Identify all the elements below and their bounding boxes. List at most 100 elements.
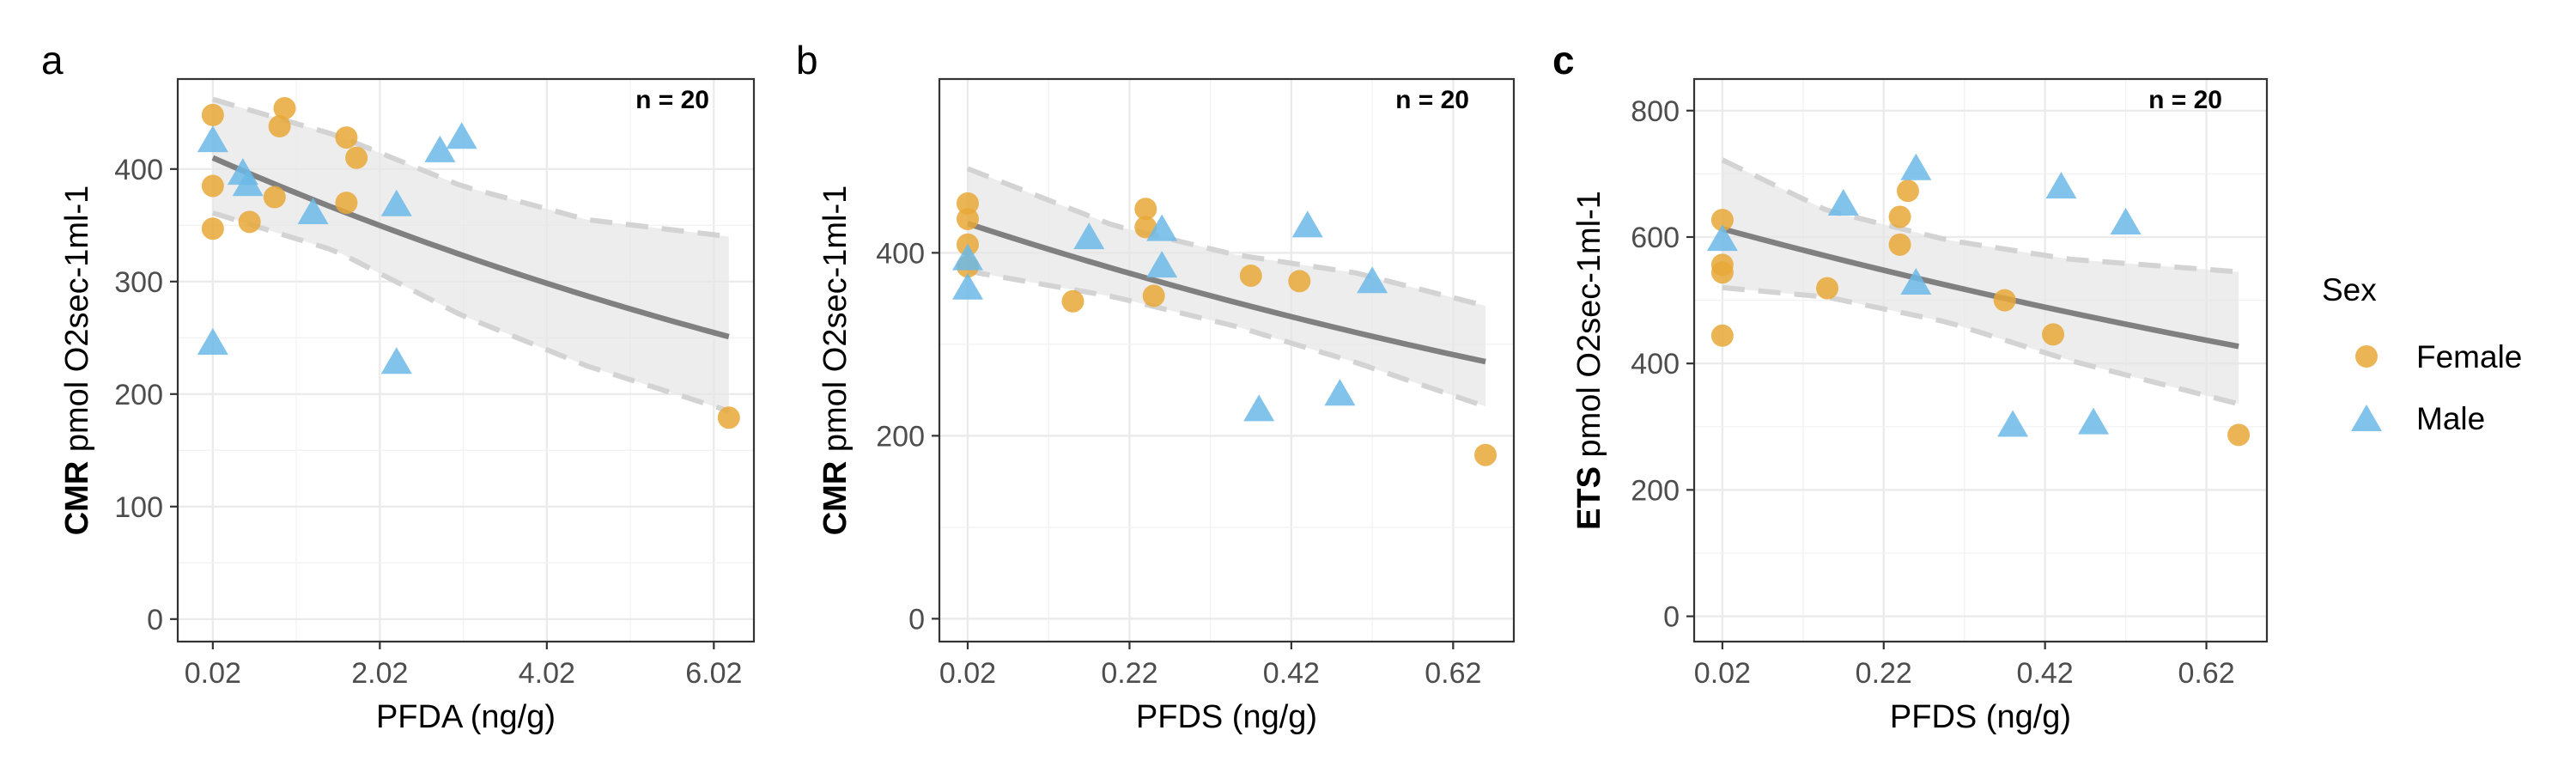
point-male <box>197 327 228 355</box>
point-female <box>1061 289 1084 313</box>
series-male <box>197 122 477 374</box>
series-female <box>1710 180 2251 447</box>
y-axis-title-rest: pmol O2sec-1ml-1 <box>817 186 854 461</box>
series-male <box>951 210 1388 422</box>
y-tick-label: 400 <box>114 154 163 186</box>
point-female <box>2042 323 2065 346</box>
point-male <box>1900 267 1932 295</box>
point-male <box>951 272 983 300</box>
y-tick-label: 200 <box>114 379 163 411</box>
point-male <box>1706 224 1738 252</box>
x-tick-label: 6.02 <box>685 657 742 690</box>
fit-line <box>211 155 730 340</box>
point-male <box>380 189 412 216</box>
sample-size-annotation: n = 20 <box>635 86 709 114</box>
y-tick-label: 0 <box>908 603 925 636</box>
y-axis-title: CMR pmol O2sec-1ml-1 <box>59 186 95 536</box>
confidence-band <box>1722 160 2239 405</box>
point-female <box>956 207 979 230</box>
point-male <box>1291 210 1323 238</box>
y-axis-title-rest: pmol O2sec-1ml-1 <box>59 186 95 461</box>
y-tick-label: 200 <box>1631 474 1680 507</box>
point-male <box>446 122 477 149</box>
point-female <box>1816 277 1839 300</box>
point-male <box>424 135 456 162</box>
y-axis-title-bold: ETS <box>1571 466 1607 530</box>
y-axis-title: CMR pmol O2sec-1ml-1 <box>817 186 854 536</box>
point-female <box>1993 289 2016 312</box>
legend: Sex Female Male <box>2322 272 2522 436</box>
x-axis-title: PFDS (ng/g) <box>1136 699 1317 735</box>
point-female <box>201 217 224 240</box>
panel-letter: a <box>41 38 64 82</box>
point-male <box>1900 153 1932 180</box>
point-female <box>1134 198 1157 221</box>
panel-border <box>176 77 756 643</box>
y-tick-label: 200 <box>876 420 925 453</box>
series-male <box>1706 153 2142 437</box>
point-female <box>263 186 286 209</box>
y-tick-label: 0 <box>1663 601 1680 634</box>
x-axis-title: PFDA (ng/g) <box>376 699 556 735</box>
x-tick-label: 0.62 <box>1425 657 1481 690</box>
x-tick-label: 0.22 <box>1101 657 1157 690</box>
fit-line <box>966 221 1486 365</box>
x-tick-label: 0.02 <box>939 657 996 690</box>
point-female <box>335 192 358 215</box>
legend-key-female <box>2355 345 2378 368</box>
point-female <box>268 115 291 138</box>
legend-title: Sex <box>2322 272 2377 307</box>
point-male <box>1146 214 1178 241</box>
x-tick-label: 0.22 <box>1856 657 1912 690</box>
x-tick-label: 4.02 <box>519 657 575 690</box>
y-tick-label: 400 <box>876 237 925 270</box>
panel-border <box>1692 77 2269 643</box>
panel-b: 0.02 0.22 0.42 0.62 0 200 400 PFDS (ng/g) CMR pm… <box>796 38 1516 735</box>
point-female <box>1710 324 1734 347</box>
panel-letter: c <box>1552 38 1575 82</box>
panel-letter: b <box>796 38 818 82</box>
x-tick-label: 0.02 <box>185 657 241 690</box>
y-tick-label: 100 <box>114 491 163 524</box>
confidence-band <box>212 99 729 411</box>
point-female <box>1142 284 1165 307</box>
x-axis-title: PFDS (ng/g) <box>1890 699 2071 735</box>
point-female <box>1888 233 1911 256</box>
point-female <box>1710 261 1734 284</box>
point-female <box>1710 209 1734 232</box>
y-tick-label: 600 <box>1631 222 1680 254</box>
point-male <box>1073 222 1105 250</box>
point-female <box>1239 264 1262 287</box>
x-tick-label: 0.42 <box>1263 657 1320 690</box>
y-tick-label: 0 <box>147 604 163 636</box>
y-axis-title-bold: CMR <box>817 461 854 536</box>
point-male <box>297 197 329 224</box>
y-axis-title: ETS pmol O2sec-1ml-1 <box>1571 191 1607 530</box>
point-female <box>345 146 368 169</box>
fit-line <box>1722 226 2239 350</box>
point-female <box>2227 423 2251 447</box>
panels: 0.02 2.02 4.02 6.02 0 100 200 300 400 PFDA (ng/g)… <box>41 38 2269 735</box>
point-male <box>1827 188 1859 216</box>
panel-c: 0.02 0.22 0.42 0.62 0 200 400 600 800 PFDS (ng/g)… <box>1552 38 2269 735</box>
sample-size-annotation: n = 20 <box>1395 86 1469 114</box>
point-female <box>201 103 224 126</box>
point-female <box>1888 205 1911 228</box>
ci-upper-line <box>966 166 1486 309</box>
ci-upper-line <box>1721 157 2239 275</box>
ci-lower-line <box>211 210 730 414</box>
legend-label-male: Male <box>2416 401 2485 436</box>
series-female <box>201 97 740 429</box>
x-tick-label: 2.02 <box>351 657 408 690</box>
point-female <box>717 406 740 429</box>
point-female <box>273 97 296 120</box>
point-male <box>197 125 228 153</box>
point-male <box>1243 394 1275 422</box>
point-male <box>2078 407 2110 435</box>
point-male <box>2110 208 2142 235</box>
x-tick-label: 0.02 <box>1694 657 1751 690</box>
x-tick-label: 0.62 <box>2178 657 2234 690</box>
panel-border <box>938 77 1516 643</box>
y-axis-title-rest: pmol O2sec-1ml-1 <box>1571 191 1607 466</box>
point-female <box>238 210 261 234</box>
